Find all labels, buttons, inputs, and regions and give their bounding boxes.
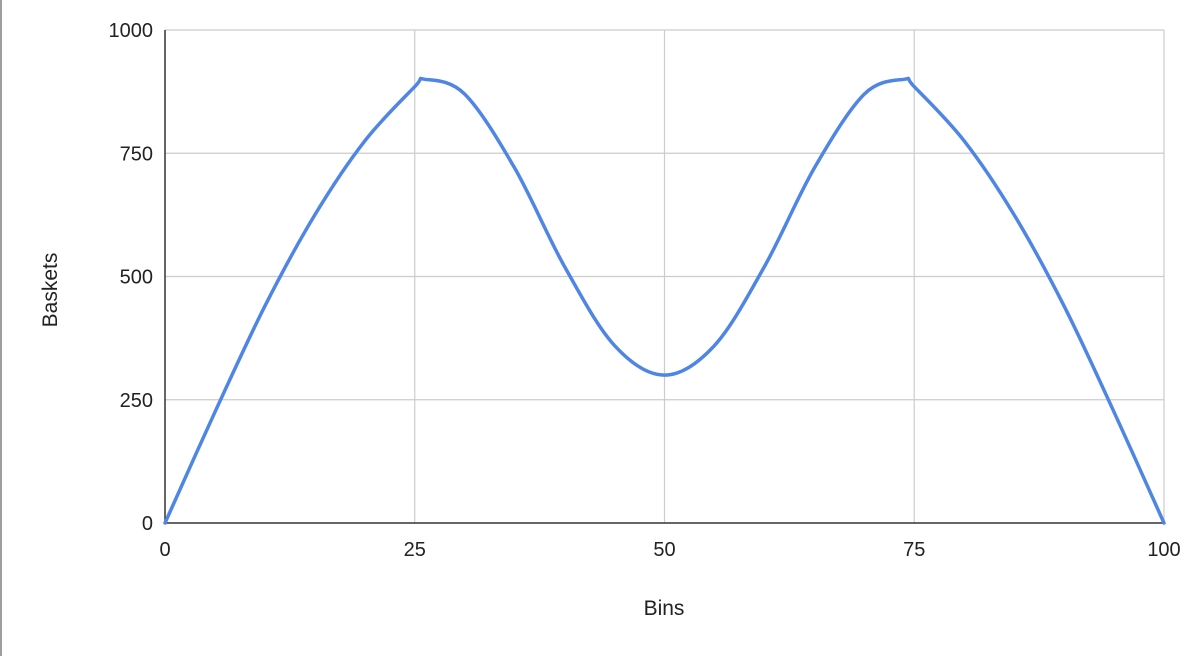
window-left-border — [0, 0, 2, 656]
x-tick-label: 0 — [159, 539, 170, 561]
axes — [164, 30, 1164, 524]
tick-labels: 0 250 500 750 1000 0 25 50 75 100 — [109, 20, 1181, 561]
y-tick-label: 1000 — [109, 20, 154, 42]
x-tick-label: 25 — [404, 539, 426, 561]
grid-lines — [165, 29, 1165, 523]
y-tick-label: 0 — [142, 513, 153, 535]
series-layer — [163, 76, 1166, 525]
x-tick-label: 50 — [653, 539, 675, 561]
x-axis-title: Bins — [644, 597, 685, 620]
series-line — [163, 76, 1166, 525]
y-tick-label: 250 — [120, 390, 153, 412]
y-axis-title: Baskets — [39, 253, 62, 328]
y-tick-label: 500 — [120, 267, 153, 289]
y-tick-label: 750 — [120, 143, 153, 165]
x-tick-label: 100 — [1147, 539, 1180, 561]
x-tick-label: 75 — [903, 539, 925, 561]
